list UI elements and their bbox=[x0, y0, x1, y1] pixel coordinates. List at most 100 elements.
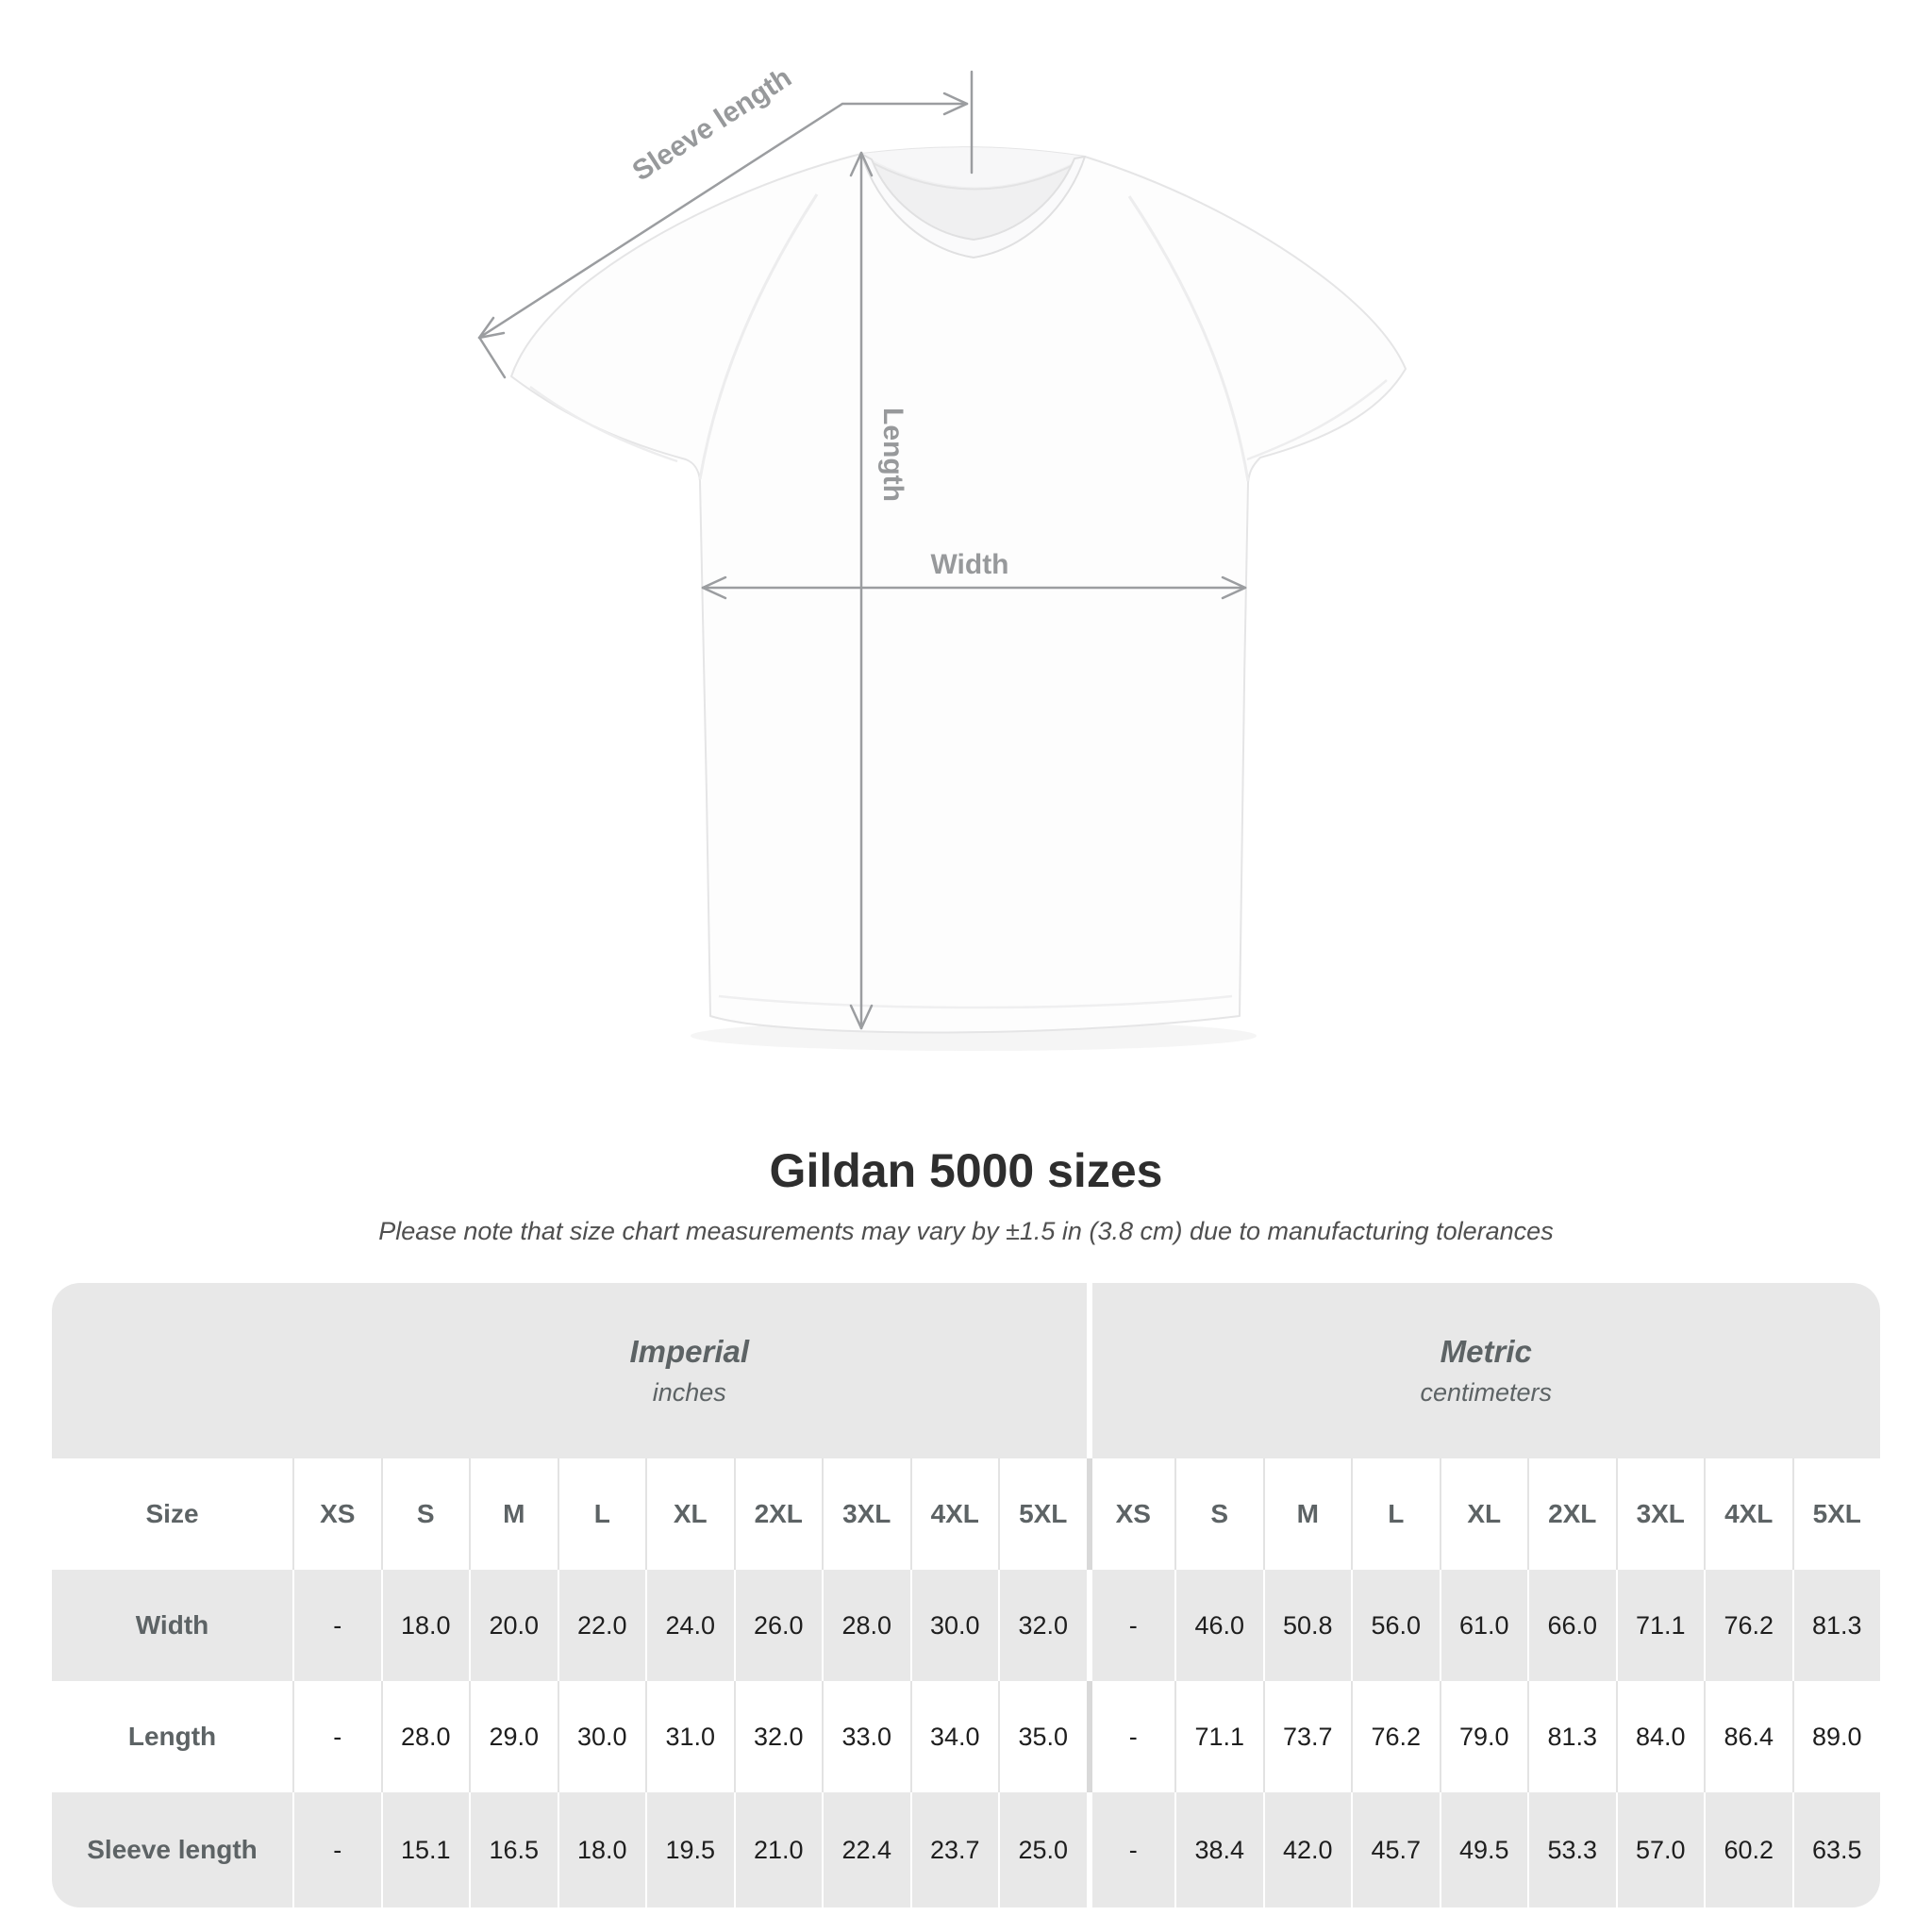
size-value-cell: 53.3 bbox=[1527, 1792, 1616, 1907]
size-value-cell: 25.0 bbox=[998, 1792, 1087, 1907]
size-value-cell: 49.5 bbox=[1439, 1792, 1527, 1907]
size-value-cell: 71.1 bbox=[1615, 1570, 1704, 1681]
size-value-cell: - bbox=[1086, 1681, 1174, 1792]
left-armhole-seam bbox=[698, 193, 819, 480]
size-value-cell: 81.3 bbox=[1791, 1570, 1880, 1681]
size-value-cell: 32.0 bbox=[998, 1570, 1087, 1681]
imperial-unit-name: Imperial bbox=[629, 1334, 750, 1369]
size-value-cell: 15.1 bbox=[380, 1792, 469, 1907]
size-value-cell: 26.0 bbox=[733, 1570, 822, 1681]
size-col-header: S bbox=[380, 1458, 469, 1570]
size-value-cell: 81.3 bbox=[1527, 1681, 1616, 1792]
size-value-cell: 22.4 bbox=[822, 1792, 910, 1907]
size-value-cell: 86.4 bbox=[1704, 1681, 1792, 1792]
size-value-cell: 30.0 bbox=[557, 1681, 645, 1792]
size-value-cell: 79.0 bbox=[1439, 1681, 1527, 1792]
tshirt-measurement-diagram: Sleeve length Length Width bbox=[477, 61, 1407, 1051]
hem-stitch-line bbox=[718, 994, 1233, 1009]
size-value-cell: 20.0 bbox=[469, 1570, 558, 1681]
size-value-cell: 38.4 bbox=[1174, 1792, 1263, 1907]
size-col-header: S bbox=[1174, 1458, 1263, 1570]
size-value-cell: 32.0 bbox=[733, 1681, 822, 1792]
size-value-cell: 21.0 bbox=[733, 1792, 822, 1907]
size-col-header: M bbox=[1262, 1458, 1351, 1570]
size-value-cell: 35.0 bbox=[998, 1681, 1087, 1792]
size-col-header: 5XL bbox=[998, 1458, 1087, 1570]
size-value-cell: 76.2 bbox=[1351, 1681, 1440, 1792]
size-value-cell: - bbox=[1086, 1570, 1174, 1681]
size-value-cell: 73.7 bbox=[1262, 1681, 1351, 1792]
size-col-header: 5XL bbox=[1791, 1458, 1880, 1570]
size-col-header: XS bbox=[292, 1458, 381, 1570]
size-value-cell: 29.0 bbox=[469, 1681, 558, 1792]
size-value-cell: 76.2 bbox=[1704, 1570, 1792, 1681]
width-label: Width bbox=[930, 549, 1008, 580]
tolerance-note: Please note that size chart measurements… bbox=[378, 1217, 1554, 1245]
size-value-cell: 22.0 bbox=[557, 1570, 645, 1681]
size-value-cell: 89.0 bbox=[1791, 1681, 1880, 1792]
tshirt-illustration bbox=[510, 146, 1407, 1051]
size-value-cell: 23.7 bbox=[909, 1792, 998, 1907]
right-armhole-seam bbox=[1127, 195, 1250, 482]
size-value-cell: 61.0 bbox=[1439, 1570, 1527, 1681]
size-value-cell: 18.0 bbox=[380, 1570, 469, 1681]
size-col-header: 2XL bbox=[733, 1458, 822, 1570]
size-value-cell: - bbox=[292, 1570, 381, 1681]
length-arrow bbox=[849, 151, 874, 1030]
size-value-cell: 24.0 bbox=[645, 1570, 734, 1681]
collar-back-rim-line bbox=[863, 158, 1083, 191]
size-value-cell: - bbox=[292, 1792, 381, 1907]
size-value-cell: 18.0 bbox=[557, 1792, 645, 1907]
size-value-cell: 66.0 bbox=[1527, 1570, 1616, 1681]
size-value-cell: 28.0 bbox=[822, 1570, 910, 1681]
size-value-cell: 71.1 bbox=[1174, 1681, 1263, 1792]
row-label: Length bbox=[52, 1681, 292, 1792]
size-col-header: 3XL bbox=[822, 1458, 910, 1570]
metric-unit-header: Metric centimeters bbox=[1086, 1283, 1880, 1458]
width-arrow bbox=[701, 575, 1247, 600]
size-col-header: L bbox=[1351, 1458, 1440, 1570]
imperial-unit-header: Imperial inches bbox=[292, 1283, 1087, 1458]
size-column-title: Size bbox=[52, 1458, 292, 1570]
size-value-cell: 84.0 bbox=[1615, 1681, 1704, 1792]
size-value-cell: 63.5 bbox=[1791, 1792, 1880, 1907]
size-col-header: 2XL bbox=[1527, 1458, 1616, 1570]
size-value-cell: - bbox=[1086, 1792, 1174, 1907]
size-value-cell: - bbox=[292, 1681, 381, 1792]
size-col-header: 4XL bbox=[1704, 1458, 1792, 1570]
size-col-header: XL bbox=[1439, 1458, 1527, 1570]
sleeve-length-arrow bbox=[477, 70, 974, 379]
left-sleeve-hem-stitch bbox=[529, 385, 678, 463]
size-col-header: 4XL bbox=[909, 1458, 998, 1570]
tshirt-body bbox=[510, 146, 1407, 1034]
length-label: Length bbox=[877, 408, 908, 502]
size-value-cell: 50.8 bbox=[1262, 1570, 1351, 1681]
metric-unit-sub: centimeters bbox=[1420, 1378, 1553, 1407]
imperial-unit-sub: inches bbox=[652, 1378, 726, 1407]
collar-back bbox=[861, 147, 1085, 188]
size-value-cell: 45.7 bbox=[1351, 1792, 1440, 1907]
size-value-cell: 33.0 bbox=[822, 1681, 910, 1792]
size-col-header: L bbox=[557, 1458, 645, 1570]
size-value-cell: 16.5 bbox=[469, 1792, 558, 1907]
size-value-cell: 31.0 bbox=[645, 1681, 734, 1792]
size-col-header: 3XL bbox=[1615, 1458, 1704, 1570]
size-value-cell: 30.0 bbox=[909, 1570, 998, 1681]
size-value-cell: 28.0 bbox=[380, 1681, 469, 1792]
page-title: Gildan 5000 sizes bbox=[769, 1144, 1163, 1197]
right-sleeve-hem-stitch bbox=[1246, 379, 1388, 461]
size-col-header: M bbox=[469, 1458, 558, 1570]
sleeve-length-label: Sleeve length bbox=[627, 62, 797, 188]
size-value-cell: 19.5 bbox=[645, 1792, 734, 1907]
size-col-header: XS bbox=[1086, 1458, 1174, 1570]
size-value-cell: 60.2 bbox=[1704, 1792, 1792, 1907]
size-value-cell: 46.0 bbox=[1174, 1570, 1263, 1681]
size-col-header: XL bbox=[645, 1458, 734, 1570]
size-value-cell: 34.0 bbox=[909, 1681, 998, 1792]
row-label: Sleeve length bbox=[52, 1792, 292, 1907]
size-value-cell: 42.0 bbox=[1262, 1792, 1351, 1907]
collar-band bbox=[860, 153, 1086, 258]
size-table: Imperial inches Metric centimeters Size … bbox=[52, 1283, 1880, 1907]
size-value-cell: 57.0 bbox=[1615, 1792, 1704, 1907]
size-value-cell: 56.0 bbox=[1351, 1570, 1440, 1681]
